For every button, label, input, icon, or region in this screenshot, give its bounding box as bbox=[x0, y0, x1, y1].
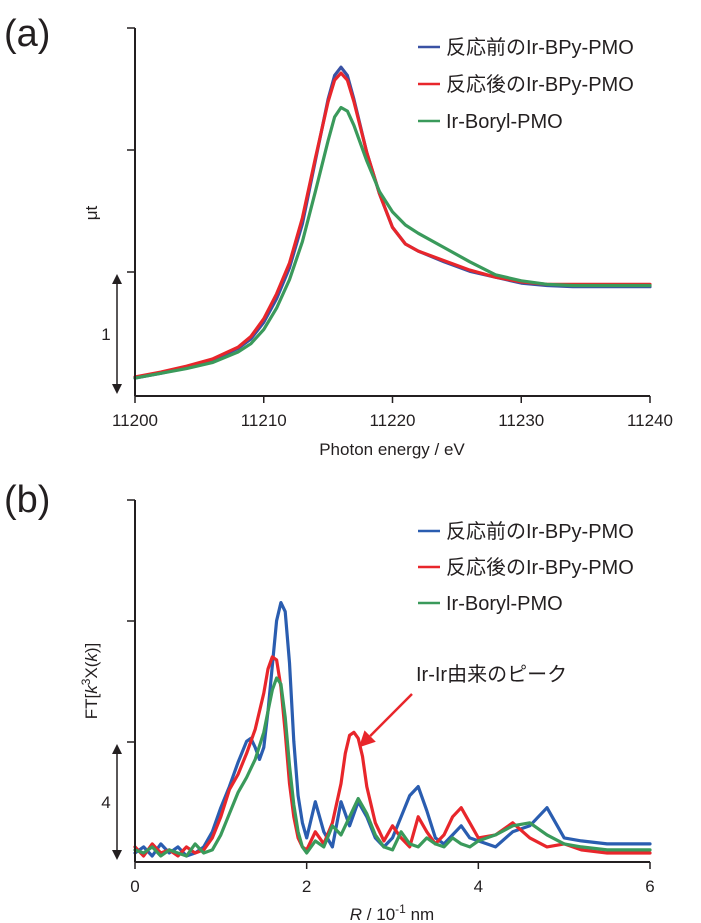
annotation-arrow bbox=[358, 693, 413, 748]
panel-a-y-title: μt bbox=[82, 205, 101, 220]
legend-label: 反応後のIr-BPy-PMO bbox=[446, 73, 634, 96]
x-tick-label: 6 bbox=[645, 877, 654, 896]
panel-a-lines bbox=[133, 65, 652, 380]
series-line-3 bbox=[133, 105, 652, 380]
panel-b-y-title-a: FT[ bbox=[82, 694, 101, 720]
panel-b-y-title: FT[k3X(k)] bbox=[79, 643, 101, 720]
panel-b-x-title-var: R bbox=[350, 905, 362, 923]
panel-b-x-ticks: 0 2 4 6 bbox=[130, 862, 655, 896]
panel-b-y-title-c: 3 bbox=[79, 678, 93, 685]
panel-a-legend: 反応前のIr-BPy-PMO 反応後のIr-BPy-PMO Ir-Boryl-P… bbox=[418, 36, 634, 133]
x-tick-label: 11240 bbox=[627, 411, 673, 430]
legend-label: 反応前のIr-BPy-PMO bbox=[446, 36, 634, 59]
panel-a-x-ticks: 11200 11210 11220 11230 11240 bbox=[112, 396, 673, 430]
panel-b-scale-bar bbox=[112, 744, 122, 860]
series-line-2 bbox=[133, 655, 652, 858]
series-line-2 bbox=[133, 71, 652, 379]
x-tick-label: 2 bbox=[302, 877, 311, 896]
panel-a-x-title: Photon energy / eV bbox=[319, 440, 465, 459]
series-line-3 bbox=[133, 676, 652, 858]
annotation-label: Ir-Ir由来のピーク bbox=[416, 663, 567, 686]
x-tick-label: 11230 bbox=[498, 411, 544, 430]
panel-b-scale-label: 4 bbox=[101, 793, 110, 812]
panel-b-x-title: R / 10-1 nm bbox=[350, 902, 434, 923]
legend-label: 反応後のIr-BPy-PMO bbox=[446, 556, 634, 579]
x-tick-label: 11200 bbox=[112, 411, 158, 430]
panel-b-lines bbox=[133, 601, 652, 858]
panel-a-label: (a) bbox=[4, 13, 50, 55]
panel-b-y-title-b: k bbox=[82, 684, 101, 694]
series-line-1 bbox=[133, 65, 652, 380]
legend-label: 反応前のIr-BPy-PMO bbox=[446, 520, 634, 543]
panel-b-label: (b) bbox=[4, 479, 50, 521]
panel-a-scale-bar bbox=[112, 274, 122, 394]
panel-b-y-title-d: X( bbox=[82, 661, 101, 678]
panel-b-x-title-exp: -1 bbox=[395, 902, 406, 916]
x-tick-label: 11210 bbox=[241, 411, 287, 430]
panel-a: (a) 11200 11210 11220 11230 11240 Photon ene… bbox=[4, 13, 673, 459]
x-tick-label: 0 bbox=[130, 877, 139, 896]
series-line-1 bbox=[133, 601, 652, 858]
panel-b-x-title-mid: / 10 bbox=[362, 905, 395, 923]
legend-label: Ir-Boryl-PMO bbox=[446, 111, 563, 133]
panel-b-y-title-e: k bbox=[82, 652, 101, 662]
legend-label: Ir-Boryl-PMO bbox=[446, 593, 563, 615]
panel-a-scale-label: 1 bbox=[101, 325, 110, 344]
panel-b-legend: 反応前のIr-BPy-PMO 反応後のIr-BPy-PMO Ir-Boryl-P… bbox=[418, 520, 634, 615]
x-tick-label: 11220 bbox=[369, 411, 415, 430]
panel-b-x-title-unit: nm bbox=[406, 905, 434, 923]
x-tick-label: 4 bbox=[474, 877, 483, 896]
panel-b-y-title-f: )] bbox=[82, 643, 101, 653]
